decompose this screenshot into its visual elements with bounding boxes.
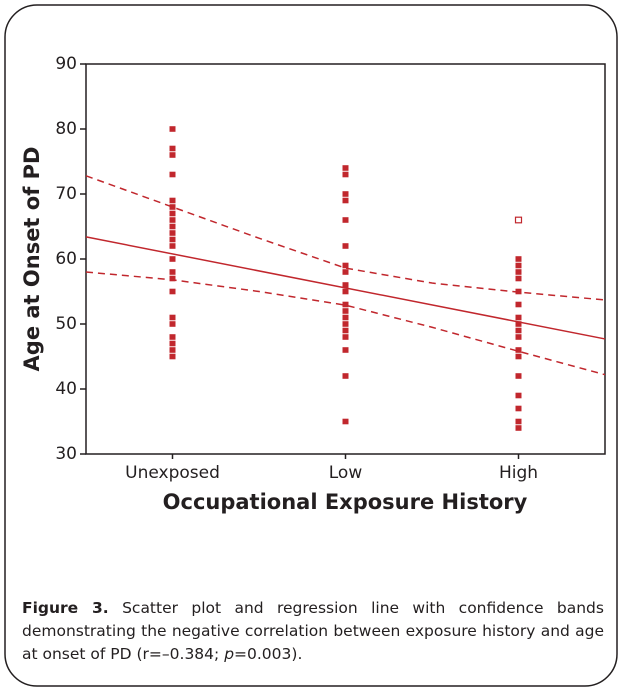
point [342, 314, 349, 321]
y-tick-label: 80 [55, 119, 77, 139]
point [342, 171, 349, 178]
point [515, 301, 522, 308]
point [342, 243, 349, 249]
point [342, 191, 349, 197]
caption: Figure 3. Scatter plot and regression li… [22, 597, 604, 666]
caption-text: =0.003). [234, 645, 303, 663]
point [169, 152, 176, 158]
frame [4, 4, 618, 687]
point [169, 230, 176, 236]
point [169, 256, 176, 262]
y-tick-label: 70 [55, 184, 77, 204]
point [342, 327, 349, 334]
point [169, 145, 176, 152]
caption-italic: p [224, 645, 235, 663]
x-tick-label: High [499, 463, 538, 483]
point [515, 334, 522, 340]
point [515, 256, 522, 262]
point [515, 418, 522, 425]
point [342, 347, 349, 353]
point [169, 314, 176, 321]
point [342, 321, 349, 327]
point [342, 217, 349, 223]
confidence-band [85, 175, 606, 301]
y-tick-label: 40 [55, 379, 77, 399]
point [169, 210, 176, 217]
point [169, 223, 176, 230]
confidence-band [85, 271, 606, 376]
point [515, 314, 522, 321]
x-axis-title: Occupational Exposure History [163, 490, 528, 514]
point [515, 275, 522, 282]
point [169, 197, 176, 204]
point [515, 347, 522, 353]
point [515, 327, 522, 334]
point [342, 197, 349, 204]
y-tick-label: 90 [55, 54, 77, 74]
point [342, 282, 349, 288]
point [169, 340, 176, 347]
point [515, 353, 522, 360]
point [342, 334, 349, 340]
y-axis-title: Age at Onset of PD [20, 147, 44, 372]
point [169, 347, 176, 353]
point [342, 262, 349, 269]
point [515, 262, 522, 269]
point [169, 217, 176, 223]
point [169, 275, 176, 282]
point [169, 353, 176, 360]
point [342, 373, 349, 379]
point [169, 243, 176, 249]
y-tick-label: 30 [55, 444, 77, 464]
regression-line [85, 236, 606, 340]
point [342, 288, 349, 295]
y-tick-label: 60 [55, 249, 77, 269]
point [342, 308, 349, 314]
point [169, 288, 176, 295]
caption-label: Figure 3. [22, 599, 109, 617]
plot-area [85, 63, 606, 455]
point [169, 269, 176, 275]
point [169, 334, 176, 340]
point [515, 373, 522, 379]
point [169, 204, 176, 210]
point [342, 165, 349, 171]
point [515, 321, 522, 327]
point [342, 269, 349, 275]
point [169, 321, 176, 327]
x-tick-label: Unexposed [125, 463, 220, 483]
point [169, 236, 176, 243]
point [515, 405, 522, 412]
point [515, 392, 522, 399]
point [514, 216, 523, 224]
x-tick-label: Low [329, 463, 363, 483]
point [342, 301, 349, 308]
caption-text: Scatter plot and regression line with co… [22, 599, 604, 663]
point [515, 269, 522, 275]
point [342, 418, 349, 425]
point [169, 171, 176, 178]
point [515, 425, 522, 431]
point [169, 126, 176, 132]
y-tick-label: 50 [55, 314, 77, 334]
